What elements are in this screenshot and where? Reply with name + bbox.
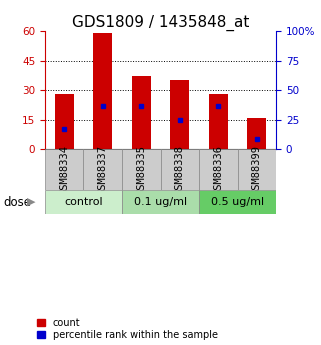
Bar <box>93 33 112 149</box>
FancyBboxPatch shape <box>160 149 199 190</box>
Text: 0.1 ug/ml: 0.1 ug/ml <box>134 197 187 207</box>
Bar <box>55 94 74 149</box>
Bar <box>132 76 151 149</box>
FancyBboxPatch shape <box>45 149 83 190</box>
Text: GSM88338: GSM88338 <box>175 145 185 195</box>
Text: ▶: ▶ <box>27 197 36 207</box>
FancyBboxPatch shape <box>122 190 199 214</box>
Text: GSM88337: GSM88337 <box>98 145 108 195</box>
Title: GDS1809 / 1435848_at: GDS1809 / 1435848_at <box>72 15 249 31</box>
FancyBboxPatch shape <box>199 190 276 214</box>
Text: GSM88335: GSM88335 <box>136 145 146 195</box>
Text: GSM88334: GSM88334 <box>59 145 69 195</box>
FancyBboxPatch shape <box>199 149 238 190</box>
FancyBboxPatch shape <box>122 149 160 190</box>
Legend: count, percentile rank within the sample: count, percentile rank within the sample <box>37 318 218 340</box>
Text: GSM88336: GSM88336 <box>213 145 223 195</box>
Bar <box>170 80 189 149</box>
FancyBboxPatch shape <box>45 190 122 214</box>
Text: GSM88399: GSM88399 <box>252 145 262 195</box>
Bar <box>209 94 228 149</box>
FancyBboxPatch shape <box>238 149 276 190</box>
Text: dose: dose <box>3 196 31 209</box>
FancyBboxPatch shape <box>83 149 122 190</box>
Text: control: control <box>64 197 103 207</box>
Bar <box>247 118 266 149</box>
Text: 0.5 ug/ml: 0.5 ug/ml <box>211 197 264 207</box>
